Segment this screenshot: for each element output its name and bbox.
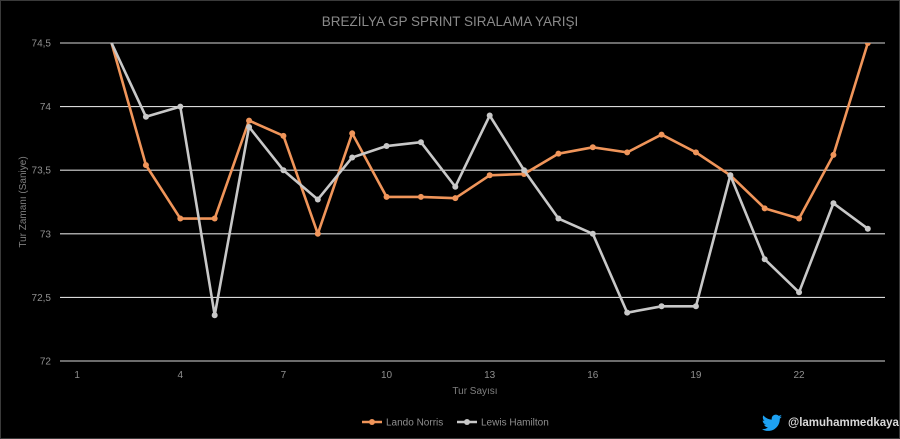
data-point-lando-norris bbox=[383, 193, 390, 200]
data-point-lewis-hamilton bbox=[486, 112, 493, 119]
series-line-lando-norris bbox=[110, 43, 870, 236]
y-tick-label: 73 bbox=[40, 229, 52, 240]
data-point-lewis-hamilton bbox=[796, 289, 803, 296]
data-point-lando-norris bbox=[142, 162, 149, 169]
data-point-lewis-hamilton bbox=[417, 139, 424, 146]
data-point-lewis-hamilton bbox=[692, 303, 699, 310]
x-tick-label: 10 bbox=[381, 370, 393, 381]
branding: @lamuhammedkaya bbox=[761, 414, 900, 431]
legend-marker-lewis-hamilton bbox=[464, 419, 470, 425]
x-tick-label: 7 bbox=[281, 370, 287, 381]
data-point-lando-norris bbox=[830, 151, 837, 158]
y-tick-label: 74 bbox=[40, 102, 52, 113]
data-point-lewis-hamilton bbox=[246, 123, 253, 130]
legend-marker-lando-norris bbox=[369, 419, 375, 425]
grid-lines bbox=[60, 42, 885, 362]
data-point-lando-norris bbox=[349, 130, 356, 137]
data-point-lando-norris bbox=[177, 215, 184, 222]
y-tick-label: 74,5 bbox=[32, 39, 52, 50]
chart-title: BREZİLYA GP SPRINT SIRALAMA YARIŞI bbox=[322, 14, 579, 29]
data-point-lando-norris bbox=[864, 43, 871, 46]
x-axis-title: Tur Sayısı bbox=[452, 386, 497, 397]
data-point-lewis-hamilton bbox=[589, 230, 596, 237]
data-point-lando-norris bbox=[624, 149, 631, 156]
data-point-lando-norris bbox=[486, 172, 493, 179]
data-point-lewis-hamilton bbox=[142, 113, 149, 120]
x-tick-label: 4 bbox=[178, 370, 184, 381]
y-tick-label: 73,5 bbox=[32, 166, 52, 177]
data-point-lewis-hamilton bbox=[280, 167, 287, 174]
data-point-lewis-hamilton bbox=[177, 103, 184, 110]
x-axis-ticks: 1 4 7 10 13 16 19 22 bbox=[74, 370, 805, 381]
y-axis-ticks: 72 72,5 73 73,5 74 74,5 bbox=[32, 39, 52, 368]
data-point-lewis-hamilton bbox=[211, 312, 218, 319]
x-tick-label: 13 bbox=[484, 370, 496, 381]
plot-area bbox=[110, 43, 871, 319]
data-point-lando-norris bbox=[211, 215, 218, 222]
data-point-lewis-hamilton bbox=[761, 256, 768, 263]
data-point-lewis-hamilton bbox=[555, 215, 562, 222]
legend-label-lando-norris: Lando Norris bbox=[386, 418, 443, 429]
data-point-lewis-hamilton bbox=[624, 309, 631, 316]
series-line-lewis-hamilton bbox=[110, 43, 870, 317]
data-point-lando-norris bbox=[246, 117, 253, 124]
data-point-lando-norris bbox=[280, 132, 287, 139]
data-point-lando-norris bbox=[658, 131, 665, 138]
legend: Lando Norris Lewis Hamilton bbox=[362, 418, 549, 429]
data-point-lando-norris bbox=[692, 149, 699, 156]
y-axis-title: Tur Zamanı (Saniye) bbox=[18, 156, 29, 247]
data-point-lewis-hamilton bbox=[349, 154, 356, 161]
data-point-lando-norris bbox=[589, 144, 596, 151]
twitter-bird-icon bbox=[761, 414, 782, 431]
data-point-lando-norris bbox=[761, 205, 768, 212]
data-point-lewis-hamilton bbox=[452, 183, 459, 190]
x-tick-label: 19 bbox=[690, 370, 702, 381]
data-point-lando-norris bbox=[555, 150, 562, 157]
data-point-lewis-hamilton bbox=[383, 143, 390, 150]
data-point-lewis-hamilton bbox=[830, 200, 837, 207]
x-tick-label: 16 bbox=[587, 370, 599, 381]
y-tick-label: 72 bbox=[40, 357, 52, 368]
twitter-handle: @lamuhammedkaya bbox=[788, 417, 900, 429]
y-tick-label: 72,5 bbox=[32, 293, 52, 304]
data-point-lando-norris bbox=[452, 195, 459, 202]
data-point-lewis-hamilton bbox=[521, 167, 528, 174]
x-tick-label: 1 bbox=[74, 370, 80, 381]
data-point-lewis-hamilton bbox=[864, 225, 871, 232]
data-point-lewis-hamilton bbox=[658, 303, 665, 310]
data-point-lando-norris bbox=[417, 193, 424, 200]
data-point-lando-norris bbox=[796, 215, 803, 222]
data-point-lando-norris bbox=[314, 230, 321, 237]
data-point-lewis-hamilton bbox=[727, 172, 734, 179]
data-point-lewis-hamilton bbox=[314, 196, 321, 203]
x-tick-label: 22 bbox=[794, 370, 806, 381]
legend-label-lewis-hamilton: Lewis Hamilton bbox=[481, 418, 549, 429]
